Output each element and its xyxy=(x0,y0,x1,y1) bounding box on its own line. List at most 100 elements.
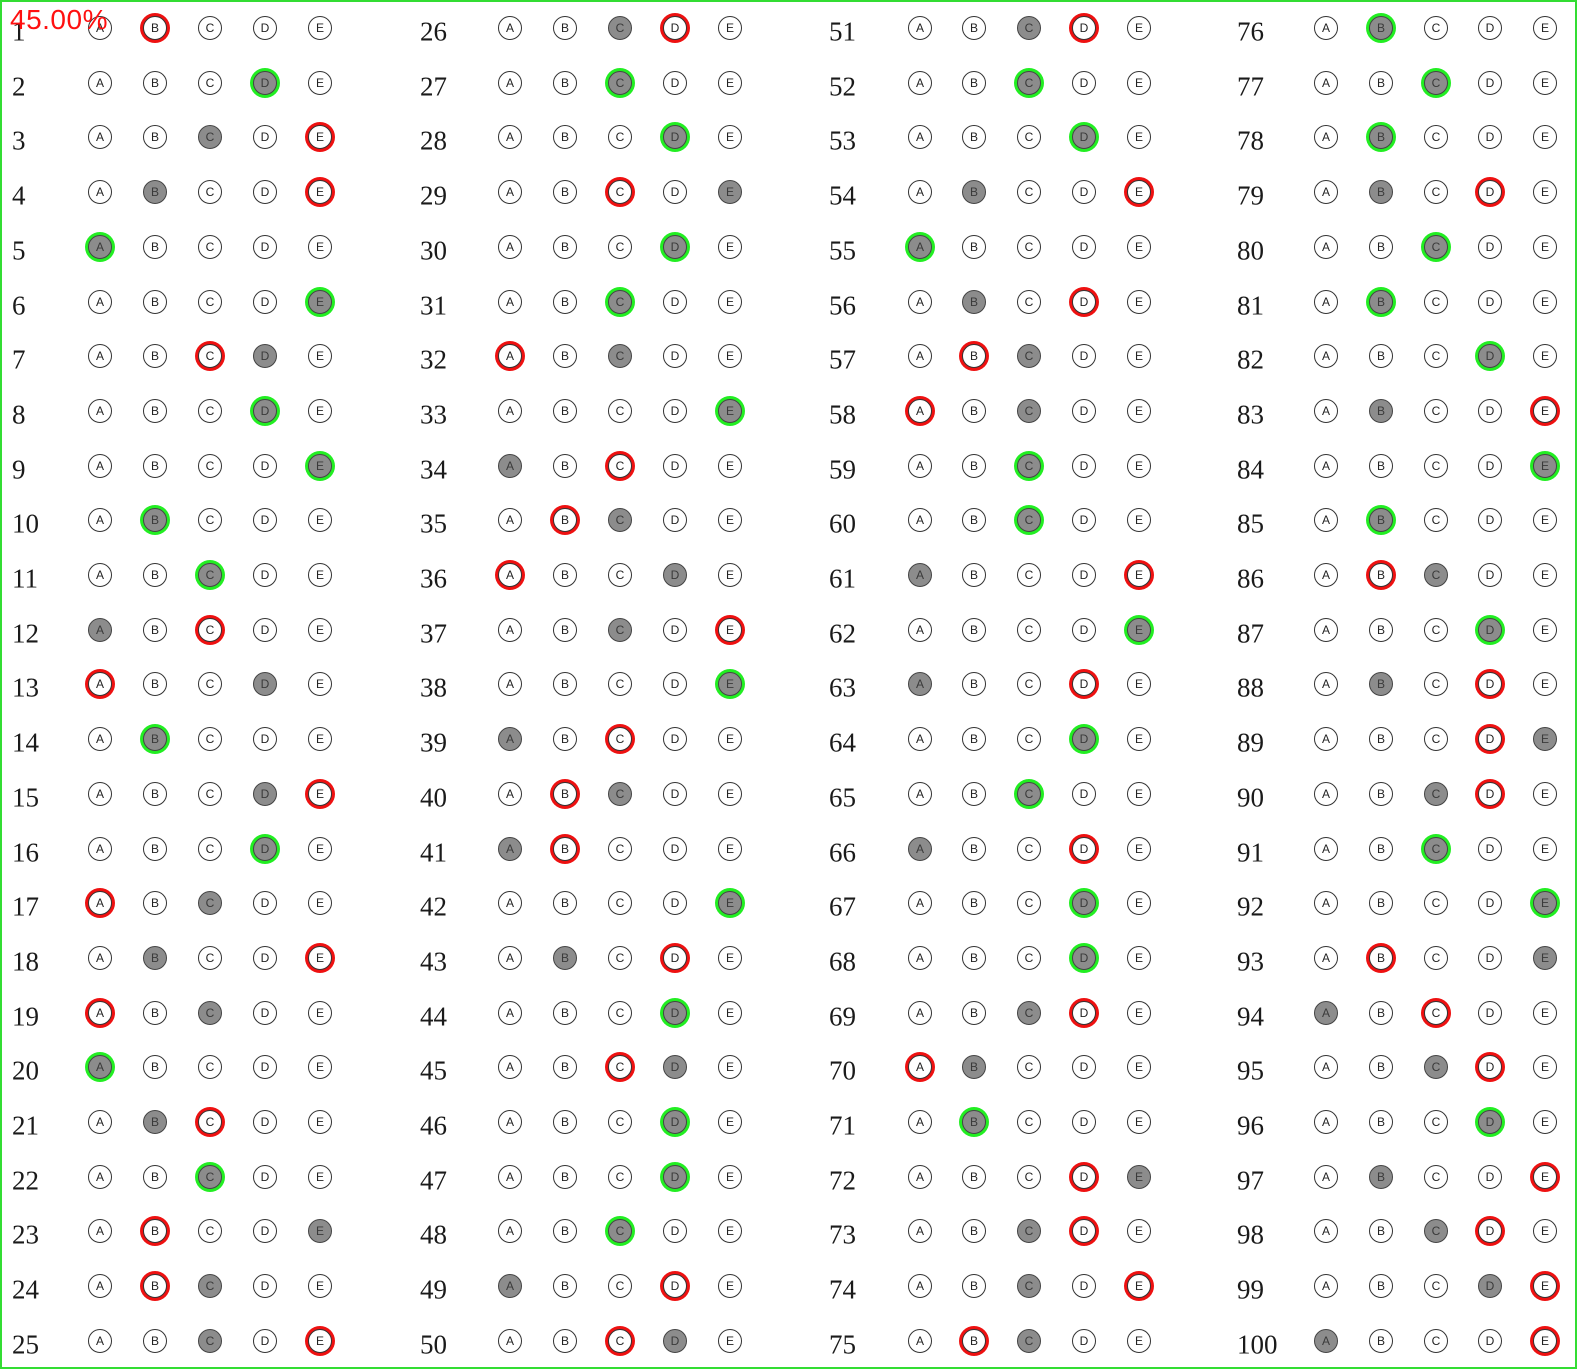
bubble-a[interactable]: A xyxy=(498,617,522,642)
bubble-b[interactable]: B xyxy=(962,1164,986,1189)
bubble-e[interactable]: E xyxy=(1533,1000,1557,1025)
bubble-b[interactable]: B xyxy=(553,891,577,916)
bubble-d[interactable]: D xyxy=(253,672,277,697)
bubble-e[interactable]: E xyxy=(718,1000,742,1025)
bubble-b[interactable]: B xyxy=(143,125,167,150)
bubble-c[interactable]: C xyxy=(608,1328,632,1353)
bubble-b[interactable]: B xyxy=(962,672,986,697)
bubble-d[interactable]: D xyxy=(1478,453,1502,478)
bubble-a[interactable]: A xyxy=(88,180,112,205)
bubble-a[interactable]: A xyxy=(908,1328,932,1353)
bubble-a[interactable]: A xyxy=(1314,453,1338,478)
bubble-b[interactable]: B xyxy=(1369,508,1393,533)
bubble-a[interactable]: A xyxy=(88,1328,112,1353)
bubble-b[interactable]: B xyxy=(143,945,167,970)
bubble-a[interactable]: A xyxy=(1314,125,1338,150)
bubble-e[interactable]: E xyxy=(1127,1110,1151,1134)
bubble-a[interactable]: A xyxy=(908,344,932,369)
bubble-e[interactable]: E xyxy=(718,1110,742,1134)
bubble-a[interactable]: A xyxy=(88,289,112,314)
bubble-b[interactable]: B xyxy=(962,289,986,314)
bubble-d[interactable]: D xyxy=(1478,563,1502,587)
bubble-b[interactable]: B xyxy=(1369,617,1393,642)
bubble-e[interactable]: E xyxy=(718,836,742,861)
bubble-a[interactable]: A xyxy=(908,70,932,95)
bubble-b[interactable]: B xyxy=(1369,398,1393,423)
bubble-b[interactable]: B xyxy=(1369,563,1393,587)
bubble-b[interactable]: B xyxy=(143,781,167,806)
bubble-d[interactable]: D xyxy=(1072,398,1096,423)
bubble-b[interactable]: B xyxy=(553,836,577,861)
bubble-e[interactable]: E xyxy=(308,1110,332,1134)
bubble-d[interactable]: D xyxy=(1072,891,1096,916)
bubble-b[interactable]: B xyxy=(553,508,577,533)
bubble-e[interactable]: E xyxy=(1127,70,1151,95)
bubble-a[interactable]: A xyxy=(498,180,522,205)
bubble-c[interactable]: C xyxy=(1424,1274,1448,1299)
bubble-a[interactable]: A xyxy=(498,1055,522,1080)
bubble-e[interactable]: E xyxy=(1127,1274,1151,1299)
bubble-b[interactable]: B xyxy=(143,1219,167,1244)
bubble-a[interactable]: A xyxy=(498,1219,522,1244)
bubble-d[interactable]: D xyxy=(253,945,277,970)
bubble-c[interactable]: C xyxy=(1424,16,1448,40)
bubble-d[interactable]: D xyxy=(1478,1110,1502,1134)
bubble-c[interactable]: C xyxy=(1424,1219,1448,1244)
bubble-c[interactable]: C xyxy=(198,781,222,806)
bubble-a[interactable]: A xyxy=(1314,1110,1338,1134)
bubble-a[interactable]: A xyxy=(908,945,932,970)
bubble-d[interactable]: D xyxy=(663,1328,687,1353)
bubble-c[interactable]: C xyxy=(608,836,632,861)
bubble-e[interactable]: E xyxy=(1533,727,1557,752)
bubble-b[interactable]: B xyxy=(962,945,986,970)
bubble-b[interactable]: B xyxy=(962,1000,986,1025)
bubble-a[interactable]: A xyxy=(908,289,932,314)
bubble-c[interactable]: C xyxy=(608,1164,632,1189)
bubble-d[interactable]: D xyxy=(1072,836,1096,861)
bubble-d[interactable]: D xyxy=(663,180,687,205)
bubble-b[interactable]: B xyxy=(143,70,167,95)
bubble-b[interactable]: B xyxy=(962,891,986,916)
bubble-e[interactable]: E xyxy=(718,289,742,314)
bubble-a[interactable]: A xyxy=(498,563,522,587)
bubble-d[interactable]: D xyxy=(663,1274,687,1299)
bubble-e[interactable]: E xyxy=(308,945,332,970)
bubble-e[interactable]: E xyxy=(308,234,332,259)
bubble-d[interactable]: D xyxy=(1072,289,1096,314)
bubble-d[interactable]: D xyxy=(1478,1274,1502,1299)
bubble-a[interactable]: A xyxy=(908,563,932,587)
bubble-b[interactable]: B xyxy=(553,344,577,369)
bubble-c[interactable]: C xyxy=(1424,70,1448,95)
bubble-e[interactable]: E xyxy=(308,125,332,150)
bubble-b[interactable]: B xyxy=(553,617,577,642)
bubble-a[interactable]: A xyxy=(908,180,932,205)
bubble-b[interactable]: B xyxy=(143,617,167,642)
bubble-b[interactable]: B xyxy=(1369,125,1393,150)
bubble-b[interactable]: B xyxy=(1369,180,1393,205)
bubble-c[interactable]: C xyxy=(1017,398,1041,423)
bubble-a[interactable]: A xyxy=(1314,617,1338,642)
bubble-c[interactable]: C xyxy=(1424,1328,1448,1353)
bubble-e[interactable]: E xyxy=(308,453,332,478)
bubble-c[interactable]: C xyxy=(198,398,222,423)
bubble-c[interactable]: C xyxy=(608,1000,632,1025)
bubble-d[interactable]: D xyxy=(663,508,687,533)
bubble-a[interactable]: A xyxy=(1314,1055,1338,1080)
bubble-a[interactable]: A xyxy=(88,398,112,423)
bubble-a[interactable]: A xyxy=(88,836,112,861)
bubble-d[interactable]: D xyxy=(1072,1164,1096,1189)
bubble-b[interactable]: B xyxy=(553,180,577,205)
bubble-a[interactable]: A xyxy=(498,16,522,40)
bubble-e[interactable]: E xyxy=(308,891,332,916)
bubble-c[interactable]: C xyxy=(1017,727,1041,752)
bubble-e[interactable]: E xyxy=(718,16,742,40)
bubble-e[interactable]: E xyxy=(1127,180,1151,205)
bubble-e[interactable]: E xyxy=(1127,1219,1151,1244)
bubble-b[interactable]: B xyxy=(143,1164,167,1189)
bubble-a[interactable]: A xyxy=(908,1219,932,1244)
bubble-d[interactable]: D xyxy=(253,508,277,533)
bubble-d[interactable]: D xyxy=(1478,672,1502,697)
bubble-c[interactable]: C xyxy=(198,289,222,314)
bubble-d[interactable]: D xyxy=(253,16,277,40)
bubble-d[interactable]: D xyxy=(663,1110,687,1134)
